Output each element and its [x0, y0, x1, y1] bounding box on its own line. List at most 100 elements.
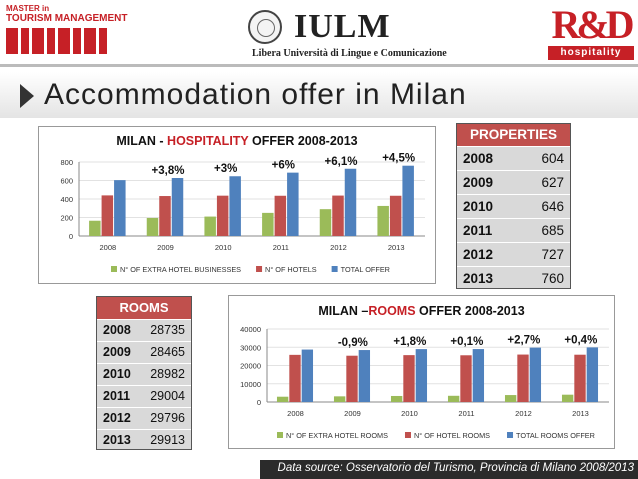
bar	[159, 196, 171, 236]
legend-swatch	[111, 266, 117, 272]
rooms-chart: MILAN –ROOMS OFFER 2008-2013 0 10000 20000…	[228, 295, 615, 449]
legend-label: N° OF HOTELS	[265, 265, 317, 274]
x-tick-label: 2013	[388, 243, 405, 252]
table-value: 604	[541, 151, 564, 166]
x-tick-label: 2011	[273, 243, 289, 252]
bar	[289, 354, 301, 402]
page-title: Accommodation offer in Milan	[44, 78, 467, 111]
table-value: 685	[541, 223, 564, 238]
table-row: 2008 604	[457, 146, 570, 170]
master-logo-bars	[6, 28, 110, 54]
bar	[344, 168, 357, 236]
bar	[301, 349, 314, 402]
legend-swatch	[507, 432, 514, 438]
iulm-seal-icon	[248, 10, 282, 44]
table-row: 2013 29913	[97, 429, 191, 451]
rooms-table-title: ROOMS	[97, 297, 191, 319]
hospitality-chart: MILAN - HOSPITALITY OFFER 2008-2013 0 200…	[38, 126, 436, 284]
table-value: 28465	[150, 345, 185, 359]
bar	[529, 347, 542, 402]
bar	[346, 355, 358, 402]
y-tick-label: 200	[60, 214, 73, 223]
bar	[504, 395, 517, 402]
rooms-table: ROOMS 2008 28735 2009 28465 2010 28982 2011 290…	[96, 296, 192, 450]
bar	[262, 212, 274, 236]
legend-label: N° OF EXTRA HOTEL ROOMS	[286, 431, 388, 440]
bar	[332, 195, 344, 236]
bar	[114, 180, 126, 236]
growth-label: +4,5%	[382, 153, 415, 165]
title-bar	[0, 72, 638, 118]
properties-table: PROPERTIES 2008 604 2009 627 2010 646 2011 685 2…	[456, 123, 571, 289]
iulm-logo: IULM Libera Università di Lingue e Comun…	[244, 8, 447, 64]
bar	[333, 396, 346, 402]
bar	[402, 165, 414, 236]
table-row: 2010 28982	[97, 363, 191, 385]
bar	[216, 195, 229, 236]
bar	[460, 355, 472, 402]
bar	[586, 347, 599, 402]
bar	[517, 354, 529, 402]
table-year: 2009	[103, 345, 131, 359]
x-tick-label: 2010	[401, 409, 418, 418]
y-tick-label: 0	[69, 232, 73, 241]
bar	[229, 176, 241, 236]
table-value: 29004	[150, 389, 185, 403]
bar	[377, 205, 389, 236]
legend-swatch	[331, 266, 338, 272]
master-logo-line1: MASTER in	[6, 4, 50, 13]
hospitality-chart-title: MILAN - HOSPITALITY OFFER 2008-2013	[116, 134, 358, 148]
growth-label: +6%	[272, 160, 295, 172]
table-row: 2011 685	[457, 218, 570, 242]
x-tick-label: 2009	[344, 409, 361, 418]
table-value: 727	[541, 247, 564, 262]
table-row: 2009 627	[457, 170, 570, 194]
table-row: 2010 646	[457, 194, 570, 218]
bar	[447, 395, 460, 402]
bar	[574, 354, 586, 402]
table-row: 2009 28465	[97, 341, 191, 363]
rd-mark: R&D	[551, 1, 634, 47]
table-year: 2012	[103, 411, 131, 425]
x-tick-label: 2009	[157, 243, 174, 252]
table-year: 2013	[463, 271, 494, 286]
table-row: 2013 760	[457, 266, 570, 290]
legend-swatch	[404, 432, 411, 438]
legend-label: TOTAL ROOMS OFFER	[516, 431, 595, 440]
table-year: 2013	[103, 433, 131, 447]
y-tick-label: 10000	[240, 380, 261, 389]
bar	[204, 216, 216, 236]
table-year: 2011	[463, 223, 493, 238]
table-value: 646	[541, 199, 564, 214]
y-tick-label: 400	[60, 195, 73, 204]
rooms-chart-title: MILAN –ROOMS OFFER 2008-2013	[318, 304, 525, 318]
y-tick-label: 20000	[240, 362, 261, 371]
legend-label: N° OF HOTEL ROOMS	[414, 431, 490, 440]
growth-label: +0,4%	[564, 334, 597, 346]
x-tick-label: 2010	[215, 243, 232, 252]
growth-label: +1,8%	[393, 336, 426, 348]
table-year: 2012	[463, 247, 494, 262]
x-tick-label: 2012	[515, 409, 532, 418]
source-note: Data source: Osservatorio del Turismo, P…	[277, 462, 634, 474]
x-tick-label: 2011	[458, 409, 474, 418]
bar	[319, 209, 332, 236]
bar	[274, 195, 287, 236]
y-tick-label: 800	[60, 158, 73, 167]
growth-label: +3%	[214, 163, 237, 175]
table-year: 2010	[103, 367, 131, 381]
table-year: 2011	[103, 389, 131, 403]
y-tick-label: 600	[60, 177, 73, 186]
master-logo-line2: TOURISM MANAGEMENT	[6, 13, 128, 24]
y-tick-label: 30000	[240, 343, 261, 352]
y-tick-label: 0	[257, 398, 261, 407]
table-value: 627	[541, 175, 564, 190]
iulm-name: IULM	[294, 8, 391, 45]
table-row: 2008 28735	[97, 319, 191, 341]
table-value: 29913	[150, 433, 185, 447]
bar	[101, 195, 114, 236]
bar	[146, 217, 159, 236]
rooms-chart-plot: 0 10000 20000 30000 40000 2008 2009 2010 2011 201…	[240, 325, 609, 440]
legend-swatch	[256, 266, 263, 272]
growth-label: +6,1%	[325, 156, 358, 168]
